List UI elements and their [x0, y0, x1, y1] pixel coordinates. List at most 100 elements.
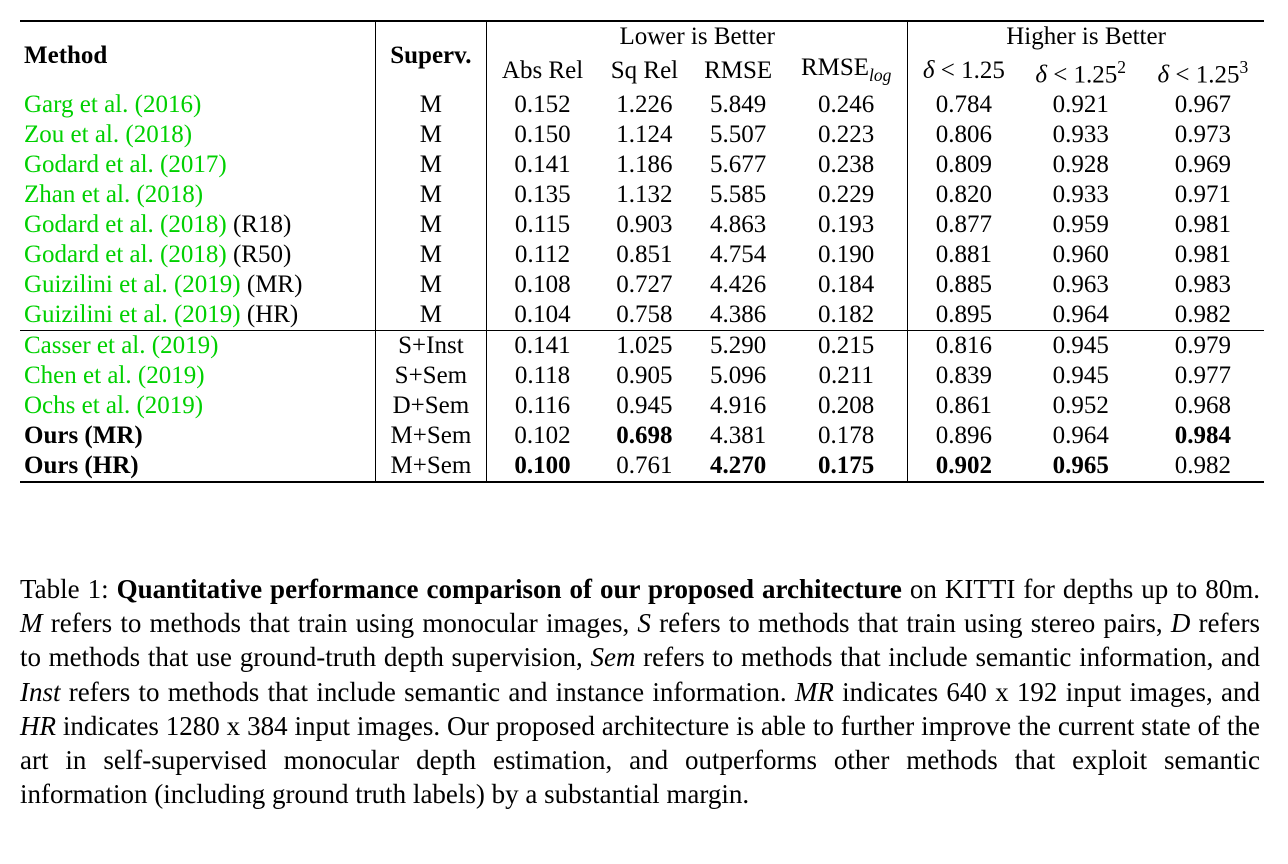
- method-close: ): [218, 241, 227, 269]
- caption-s: S: [637, 608, 651, 639]
- metric-cell: 0.964: [1052, 422, 1109, 450]
- method-variant: (R50): [226, 241, 292, 269]
- delta2-symbol: δ: [1035, 61, 1047, 89]
- method-cell: Guizilini et al. (2019) (MR): [20, 270, 375, 300]
- caption-hr: HR: [20, 710, 56, 741]
- metric-cell: 0.246: [818, 91, 875, 119]
- caption-text-4: refers to methods that use ground-truth …: [20, 608, 1261, 673]
- method-author: Guizilini et al. (: [24, 301, 183, 329]
- metric-cell: 0.977: [1174, 362, 1231, 390]
- method-close: ): [196, 362, 205, 390]
- method-header: Method: [20, 19, 376, 91]
- metric-cell: 0.861: [907, 391, 1020, 422]
- results-table: Method Superv. Lower is Better Higher is…: [20, 19, 1264, 484]
- metric-cell: 0.979: [1141, 330, 1264, 362]
- results-table-container: Method Superv. Lower is Better Higher is…: [20, 19, 1264, 484]
- metric-cell: 0.959: [1052, 211, 1109, 239]
- metric-cell: 4.426: [710, 271, 767, 299]
- delta3-symbol: δ: [1157, 61, 1170, 89]
- metric-cell: 0.104: [486, 300, 598, 331]
- header-row-groups: Method Superv. Lower is Better Higher is…: [20, 19, 1264, 91]
- method-cell: Ochs et al. (2019): [20, 391, 375, 421]
- method-year: 2019: [182, 301, 233, 329]
- method-cell: Zhan et al. (2018): [20, 180, 375, 210]
- metric-cell: 0.905: [616, 362, 673, 390]
- method-author: Zou et al. (: [24, 121, 134, 149]
- method-author: Godard et al. (: [24, 241, 169, 269]
- metric-cell: 0.178: [818, 422, 875, 450]
- header-row-columns: Abs Rel Sq Rel RMSE RMSElog δ < 1.25 δ <…: [20, 52, 1264, 91]
- caption-text-7: indicates 640 x 192 input images, and: [833, 676, 1260, 707]
- caption-text-8: indicates 1280 x 384 input images. Our p…: [20, 710, 1260, 810]
- method-close: ): [232, 271, 241, 299]
- metric-cell: 1.226: [616, 91, 673, 119]
- method-close: ): [218, 151, 227, 179]
- table-row: Chen et al. (2019) S+Sem 0.118 0.905 5.096 0.…: [20, 361, 1264, 392]
- metric-cell: 0.851: [616, 241, 673, 269]
- metric-cell: 0.945: [1019, 330, 1142, 362]
- table-row: Casser et al. (2019) S+Inst 0.141 1.025 5.29…: [20, 330, 1264, 362]
- metric-cell: 0.967: [1174, 91, 1231, 119]
- metric-cell: 0.885: [907, 270, 1020, 301]
- caption-text-3: refers to methods that train using stere…: [650, 608, 1171, 639]
- method-year: 2018: [133, 121, 184, 149]
- method-cell: Chen et al. (2019): [20, 361, 375, 391]
- caption-mr: MR: [794, 676, 834, 707]
- delta1-threshold: < 1.25: [940, 57, 1005, 85]
- method-author: Garg et al. (: [24, 91, 143, 119]
- table-row: Godard et al. (2017) M 0.141 1.186 5.677 0.23…: [20, 150, 1264, 181]
- metric-cell: 0.820: [907, 180, 1020, 211]
- metric-cell: 0.112: [486, 240, 598, 271]
- method-author: Ochs et al. (: [24, 392, 145, 420]
- metric-cell: 0.223: [818, 121, 875, 149]
- metric-cell: 0.229: [818, 181, 875, 209]
- ours-method-cell: Ours (HR): [20, 451, 376, 484]
- metric-cell: 0.952: [1052, 392, 1109, 420]
- metric-cell: 0.118: [486, 361, 598, 392]
- metric-cell: 0.152: [486, 90, 598, 121]
- caption-inst: Inst: [20, 676, 61, 707]
- results-table-body: Garg et al. (2016) M 0.152 1.226 5.849 0.246 0…: [20, 90, 1264, 484]
- method-variant: (R18): [226, 211, 292, 239]
- caption-text-5: refers to methods that include semantic …: [635, 642, 1260, 673]
- metric-cell: 1.186: [616, 151, 673, 179]
- metric-cell: 0.135: [486, 180, 598, 211]
- metric-cell: 0.115: [486, 210, 598, 241]
- metric-cell: 0.108: [486, 270, 598, 301]
- metric-cell: 0.964: [1052, 301, 1109, 329]
- metric-cell: 0.141: [486, 150, 598, 181]
- method-cell: Casser et al. (2019): [20, 330, 376, 362]
- method-year: 2019: [182, 271, 233, 299]
- metric-cell: 0.902: [907, 451, 1020, 484]
- metric-cell: 5.677: [710, 151, 767, 179]
- table-caption: Table 1: Quantitative performance compar…: [20, 572, 1260, 811]
- metric-cell: 0.895: [907, 300, 1020, 331]
- metric-cell: 0.973: [1174, 121, 1231, 149]
- method-year: 2016: [142, 91, 193, 119]
- superv-cell: M: [374, 120, 487, 151]
- metric-cell: 4.270: [691, 451, 786, 484]
- metric-cell: 0.215: [785, 330, 908, 362]
- method-year: 2018: [168, 211, 219, 239]
- metric-cell: 0.983: [1174, 271, 1231, 299]
- method-close: ): [210, 332, 219, 360]
- metric-cell: 0.933: [1052, 181, 1109, 209]
- table-row: Godard et al. (2018) (R50) M 0.112 0.851 4.7…: [20, 240, 1264, 271]
- lower-better-header: Lower is Better: [486, 20, 908, 52]
- method-author: Godard et al. (: [24, 211, 169, 239]
- method-cell: Godard et al. (2018) (R50): [20, 240, 375, 270]
- metric-cell: 1.132: [616, 181, 673, 209]
- metric-cell: 0.150: [486, 120, 598, 151]
- metric-cell: 0.100: [486, 451, 598, 484]
- metric-cell: 0.809: [907, 150, 1020, 181]
- metric-cell: 0.141: [486, 330, 598, 362]
- table-row: Godard et al. (2018) (R18) M 0.115 0.903 4.8…: [20, 210, 1264, 241]
- metric-cell: 0.806: [907, 120, 1020, 151]
- caption-title: Quantitative performance comparison of o…: [116, 574, 902, 604]
- caption-label: Table 1:: [20, 574, 109, 604]
- caption-sem: Sem: [590, 642, 636, 673]
- superv-cell: M+Sem: [374, 421, 487, 452]
- caption-m: M: [20, 608, 43, 639]
- higher-better-header: Higher is Better: [907, 20, 1264, 52]
- metric-cell: 0.921: [1052, 91, 1109, 119]
